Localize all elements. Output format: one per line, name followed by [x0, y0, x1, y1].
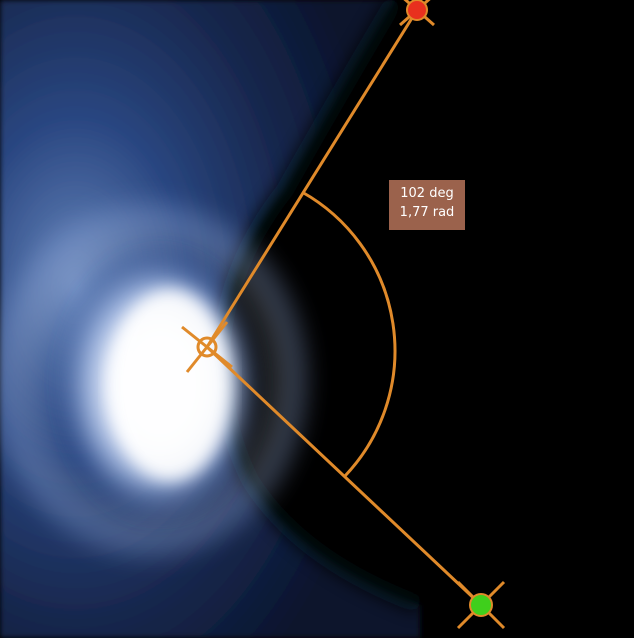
endpoint-handle-icon[interactable]	[399, 0, 435, 27]
angle-arm-bottom[interactable]	[205, 345, 483, 607]
angle-readout-label: 102 deg 1,77 rad	[389, 180, 465, 230]
angle-arm-top[interactable]	[205, 9, 419, 348]
endpoint-handle-icon[interactable]	[456, 580, 506, 630]
vertex-handle-icon[interactable]	[181, 321, 233, 373]
angle-arc	[301, 190, 397, 478]
angle-radians: 1,77 rad	[399, 205, 455, 220]
angle-degrees: 102 deg	[400, 186, 454, 201]
